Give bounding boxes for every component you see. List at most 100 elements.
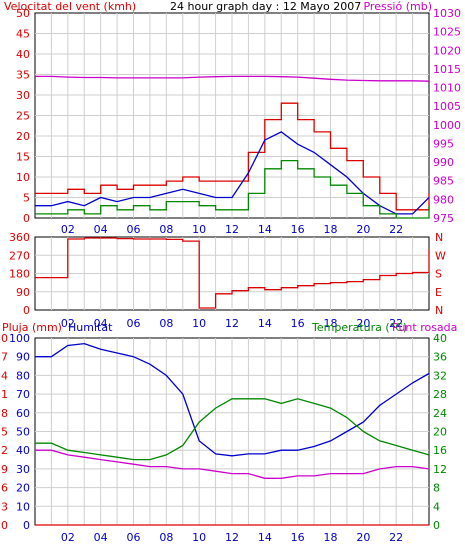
y-tick-label-wind: 45 (16, 28, 30, 41)
y-tick-label-rain: 3 (1, 500, 8, 513)
y-tick-label-compass: E (435, 286, 442, 299)
y-tick-label-humidity: 90 (16, 351, 30, 364)
x-tick-label: 04 (94, 531, 108, 544)
y-tick-label-pressure: 1005 (433, 100, 461, 113)
y-tick-label-pressure: 1030 (433, 7, 461, 20)
y-tick-label-pressure: 980 (433, 193, 454, 206)
y-tick-label-wind: 40 (16, 48, 30, 61)
x-tick-label: 04 (94, 317, 108, 330)
y-tick-label-rain: 15 (0, 426, 8, 439)
x-tick-label: 12 (225, 317, 239, 330)
x-tick-label: 10 (192, 317, 206, 330)
y-tick-label-temperature: 8 (433, 482, 440, 495)
x-tick-label: 18 (324, 531, 338, 544)
y-tick-label-temperature: 4 (433, 500, 440, 513)
y-tick-label-direction: 360 (9, 231, 30, 244)
x-tick-label: 06 (127, 531, 141, 544)
y-tick-label-rain: 27 (0, 351, 8, 364)
x-tick-label: 16 (291, 223, 305, 236)
chart-title: 24 hour graph day : 12 Mayo 2007 (170, 0, 361, 13)
x-tick-label: 22 (389, 531, 403, 544)
x-tick-label: 22 (389, 317, 403, 330)
y-tick-label-wind: 0 (23, 212, 30, 225)
x-tick-label: 20 (356, 317, 370, 330)
y-tick-label-humidity: 30 (16, 463, 30, 476)
y-tick-label-rain: 18 (0, 407, 8, 420)
y-tick-label-wind: 35 (16, 69, 30, 82)
x-tick-label: 18 (324, 223, 338, 236)
y-tick-label-compass: N (435, 231, 443, 244)
y-tick-label-rain: 12 (0, 444, 8, 457)
x-tick-label: 10 (192, 531, 206, 544)
y-tick-label-wind: 20 (16, 130, 30, 143)
y-tick-label-direction: 180 (9, 268, 30, 281)
y-tick-label-rain: 6 (1, 482, 8, 495)
y-tick-label-wind: 15 (16, 151, 30, 164)
dew-point-axis-title: Punt rosada (392, 321, 457, 334)
y-tick-label-humidity: 70 (16, 388, 30, 401)
x-tick-label: 10 (192, 223, 206, 236)
x-tick-label: 14 (258, 223, 272, 236)
y-tick-label-rain: 30 (0, 332, 8, 345)
x-tick-label: 06 (127, 317, 141, 330)
y-tick-label-direction: 90 (16, 286, 30, 299)
x-tick-label: 02 (61, 317, 75, 330)
y-tick-label-humidity: 40 (16, 444, 30, 457)
x-tick-label: 02 (61, 531, 75, 544)
x-tick-label: 14 (258, 317, 272, 330)
x-tick-label: 20 (356, 531, 370, 544)
y-tick-label-compass: N (435, 304, 443, 317)
x-tick-label: 22 (389, 223, 403, 236)
y-tick-label-temperature: 0 (433, 519, 440, 532)
y-tick-label-pressure: 995 (433, 137, 454, 150)
y-tick-label-pressure: 985 (433, 175, 454, 188)
x-tick-label: 04 (94, 223, 108, 236)
y-tick-label-temperature: 24 (433, 407, 447, 420)
humidity-axis-title: Humitat (68, 321, 113, 334)
x-tick-label: 06 (127, 223, 141, 236)
y-tick-label-humidity: 60 (16, 407, 30, 420)
wind-low-series-line (35, 159, 430, 219)
y-tick-label-temperature: 36 (433, 351, 447, 364)
y-tick-label-pressure: 1010 (433, 82, 461, 95)
y-tick-label-rain: 9 (1, 463, 8, 476)
y-tick-label-wind: 50 (16, 7, 30, 20)
x-tick-label: 16 (291, 531, 305, 544)
x-tick-label: 16 (291, 317, 305, 330)
y-tick-label-temperature: 40 (433, 332, 447, 345)
y-tick-label-pressure: 990 (433, 156, 454, 169)
temperature-axis-title: Temperatura (°C) (311, 321, 407, 334)
y-tick-label-temperature: 16 (433, 444, 447, 457)
y-tick-label-pressure: 1015 (433, 63, 461, 76)
dew-point-series-line (35, 449, 430, 479)
y-tick-label-wind: 25 (16, 110, 30, 123)
y-tick-label-temperature: 28 (433, 388, 447, 401)
y-tick-label-wind: 5 (23, 192, 30, 205)
series-layer (35, 75, 430, 526)
y-tick-label-humidity: 0 (23, 519, 30, 532)
y-tick-label-compass: S (435, 268, 442, 281)
y-tick-label-humidity: 10 (16, 500, 30, 513)
wind-direction-series-line (35, 237, 430, 309)
x-tick-label: 12 (225, 223, 239, 236)
y-tick-label-rain: 0 (1, 519, 8, 532)
x-tick-label: 12 (225, 531, 239, 544)
y-tick-label-humidity: 20 (16, 482, 30, 495)
y-tick-label-pressure: 975 (433, 212, 454, 225)
y-tick-label-direction: 270 (9, 249, 30, 262)
y-tick-label-temperature: 32 (433, 369, 447, 382)
rain-axis-title: Pluja (mm) (2, 321, 62, 334)
grid-layer (35, 13, 429, 525)
wind-gust-series-line (35, 102, 430, 211)
temperature-series-line (35, 398, 430, 461)
y-tick-label-temperature: 12 (433, 463, 447, 476)
y-tick-label-compass: W (435, 249, 446, 262)
y-tick-label-pressure: 1025 (433, 26, 461, 39)
y-tick-label-direction: 0 (23, 304, 30, 317)
y-tick-label-humidity: 100 (9, 332, 30, 345)
wind-speed-axis-title: Velocitat del vent (kmh) (4, 0, 136, 13)
y-tick-label-humidity: 80 (16, 369, 30, 382)
